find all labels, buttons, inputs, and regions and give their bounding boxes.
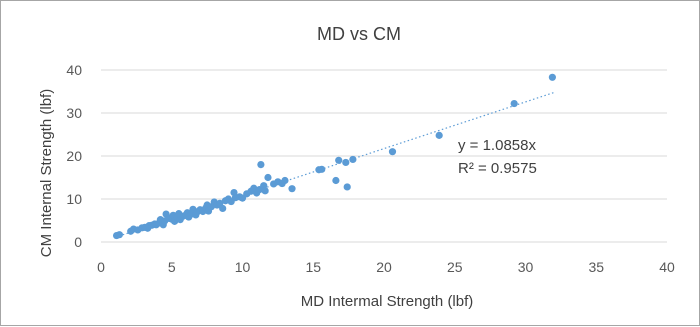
data-point [435,131,443,139]
x-tick-label: 40 [659,259,675,275]
x-axis-label: MD Intermal Strength (lbf) [301,293,474,310]
trendline-equation: y = 1.0858x [458,137,536,154]
x-tick-label: 20 [376,259,392,275]
y-tick-label: 0 [74,234,82,250]
x-tick-label: 25 [447,259,463,275]
data-point [343,183,351,191]
x-tick-label: 15 [305,259,321,275]
tick-labels: 0 5 10 15 20 25 30 35 40 0 10 20 30 40 [66,62,675,275]
data-point [548,73,556,81]
data-point [332,176,340,185]
data-point [115,231,123,239]
data-point [510,99,518,108]
data-point [261,187,269,195]
trendline-r-squared: R² = 0.9575 [458,160,537,177]
data-points [112,73,556,240]
y-tick-label: 40 [66,62,82,78]
x-tick-label: 10 [235,259,251,275]
data-point [342,158,350,167]
data-point [288,185,296,193]
data-point [349,155,357,164]
chart-title: MD vs CM [317,24,401,44]
y-tick-label: 10 [66,191,82,207]
x-tick-label: 30 [518,259,534,275]
data-point [281,176,289,185]
data-point [219,204,227,213]
data-point [257,161,265,169]
y-tick-label: 20 [66,148,82,164]
y-axis-label: CM Internal Strength (lbf) [38,89,55,257]
x-tick-label: 0 [97,259,105,275]
data-point [318,165,326,173]
data-point [388,148,397,156]
data-point [264,173,272,182]
gridlines [101,69,667,243]
x-tick-label: 35 [588,259,604,275]
data-point [335,156,343,164]
y-tick-label: 30 [66,105,82,121]
x-tick-label: 5 [168,259,176,275]
